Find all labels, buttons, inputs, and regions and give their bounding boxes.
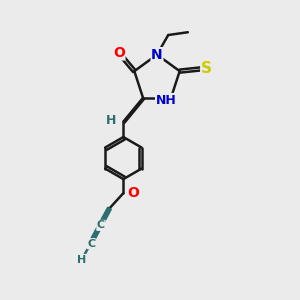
Text: S: S (201, 61, 212, 76)
Text: H: H (106, 114, 116, 127)
Text: N: N (151, 48, 163, 62)
Text: C: C (87, 238, 95, 249)
Text: O: O (113, 46, 125, 60)
Text: C: C (97, 220, 105, 230)
Text: H: H (77, 255, 86, 265)
Text: O: O (127, 186, 139, 200)
Text: NH: NH (156, 94, 176, 106)
